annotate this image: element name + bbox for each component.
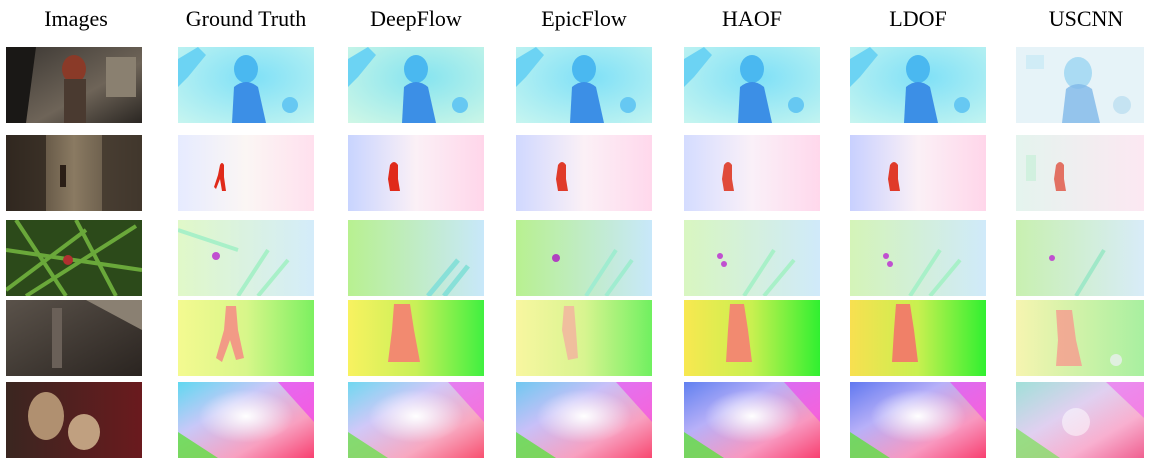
- flow-cell-haof: [684, 135, 820, 211]
- column-header-ldof: LDOF: [889, 6, 947, 31]
- flow-cell-ground-truth: [178, 220, 314, 296]
- flow-cell-ldof: [850, 220, 986, 296]
- flow-cell-epicflow: [516, 300, 652, 376]
- flow-cell-uscnn: [1016, 220, 1144, 296]
- flow-cell-epicflow: [516, 135, 652, 211]
- flow-cell-haof: [684, 220, 820, 296]
- flow-cell-uscnn: [1016, 47, 1144, 123]
- flow-cell-epicflow: [516, 382, 652, 458]
- image-cell: [6, 382, 142, 458]
- flow-cell-epicflow: [516, 220, 652, 296]
- flow-cell-deepflow: [348, 382, 484, 458]
- flow-cell-ground-truth: [178, 47, 314, 123]
- column-header-uscnn: USCNN: [1048, 6, 1124, 31]
- column-header-images: Images: [44, 6, 108, 31]
- column-header-deepflow: DeepFlow: [370, 6, 462, 31]
- flow-cell-uscnn: [1016, 382, 1144, 458]
- flow-cell-uscnn: [1016, 300, 1144, 376]
- flow-cell-haof: [684, 47, 820, 123]
- flow-cell-ground-truth: [178, 300, 314, 376]
- flow-cell-ground-truth: [178, 382, 314, 458]
- flow-cell-ldof: [850, 300, 986, 376]
- flow-cell-epicflow: [516, 47, 652, 123]
- flow-cell-deepflow: [348, 135, 484, 211]
- flow-cell-ldof: [850, 47, 986, 123]
- image-cell: [6, 47, 142, 123]
- flow-cell-deepflow: [348, 220, 484, 296]
- column-header-ground-truth: Ground Truth: [185, 6, 307, 31]
- flow-cell-haof: [684, 382, 820, 458]
- column-header-epicflow: EpicFlow: [541, 6, 627, 31]
- image-cell: [6, 300, 142, 376]
- image-cell: [6, 135, 142, 211]
- column-header-haof: HAOF: [722, 6, 782, 31]
- flow-cell-uscnn: [1016, 135, 1144, 211]
- image-cell: [6, 220, 142, 296]
- flow-cell-ldof: [850, 135, 986, 211]
- flow-cell-deepflow: [348, 300, 484, 376]
- flow-cell-haof: [684, 300, 820, 376]
- flow-cell-ground-truth: [178, 135, 314, 211]
- flow-cell-deepflow: [348, 47, 484, 123]
- flow-cell-ldof: [850, 382, 986, 458]
